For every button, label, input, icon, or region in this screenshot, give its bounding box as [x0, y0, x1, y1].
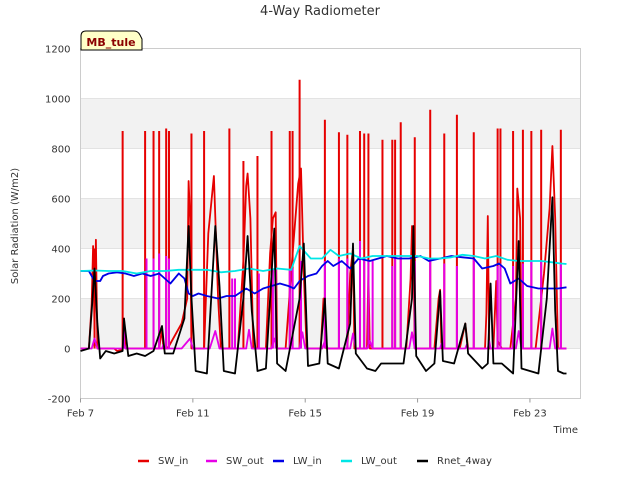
- station-badge-shape: [80, 30, 143, 51]
- x-tick-label-2: Feb 15: [288, 409, 322, 420]
- x-tick-label-3: Feb 19: [401, 409, 435, 420]
- y-axis-ticks: -200 0 200 400 600 800 1000 1200: [45, 45, 70, 406]
- plot-frame: [80, 48, 581, 399]
- lw-out-line: [80, 245, 567, 275]
- y-tick-label-0: -200: [48, 395, 71, 406]
- y-tick-label-1: 0: [64, 345, 70, 356]
- x-tick-label-1: Feb 11: [176, 409, 210, 420]
- y-tick-label-6: 1000: [45, 95, 70, 106]
- series-lw-out: [80, 245, 567, 275]
- station-badge: MB_tule: [80, 30, 143, 51]
- y-tick-label-2: 200: [51, 295, 70, 306]
- rnet-4way-line: [80, 196, 567, 375]
- legend: SW_in SW_out LW_in LW_out Rnet_4way: [138, 456, 492, 467]
- y-tick-label-5: 800: [51, 145, 70, 156]
- y-tick-label-3: 400: [51, 245, 70, 256]
- legend-label-rnet-4way: Rnet_4way: [437, 456, 492, 467]
- background-band-1: [80, 198, 581, 249]
- legend-label-sw-in: SW_in: [158, 456, 188, 467]
- y-tick-label-4: 600: [51, 195, 70, 206]
- x-axis-label: Time: [553, 425, 578, 436]
- series-lw-in: [80, 255, 567, 300]
- series-rnet-4way: [80, 196, 567, 375]
- legend-label-lw-out: LW_out: [361, 456, 397, 467]
- series-sw-out: [80, 241, 567, 350]
- background-bands: [80, 98, 581, 349]
- legend-label-sw-out: SW_out: [226, 456, 264, 467]
- lw-in-line: [80, 255, 567, 300]
- chart-title: 4-Way Radiometer: [260, 4, 381, 19]
- x-tick-label-4: Feb 23: [513, 409, 547, 420]
- y-axis-label: Solar Radiation (W/m2): [10, 168, 21, 284]
- x-tick-label-0: Feb 7: [67, 409, 94, 420]
- background-band-0: [80, 298, 581, 349]
- background-band-2: [80, 98, 581, 149]
- legend-label-lw-in: LW_in: [293, 456, 322, 467]
- series-layer: [80, 79, 567, 375]
- station-label: MB_tule: [86, 36, 135, 49]
- y-tick-label-7: 1200: [45, 45, 70, 56]
- x-axis-ticks: Feb 7 Feb 11 Feb 15 Feb 19 Feb 23: [67, 398, 547, 420]
